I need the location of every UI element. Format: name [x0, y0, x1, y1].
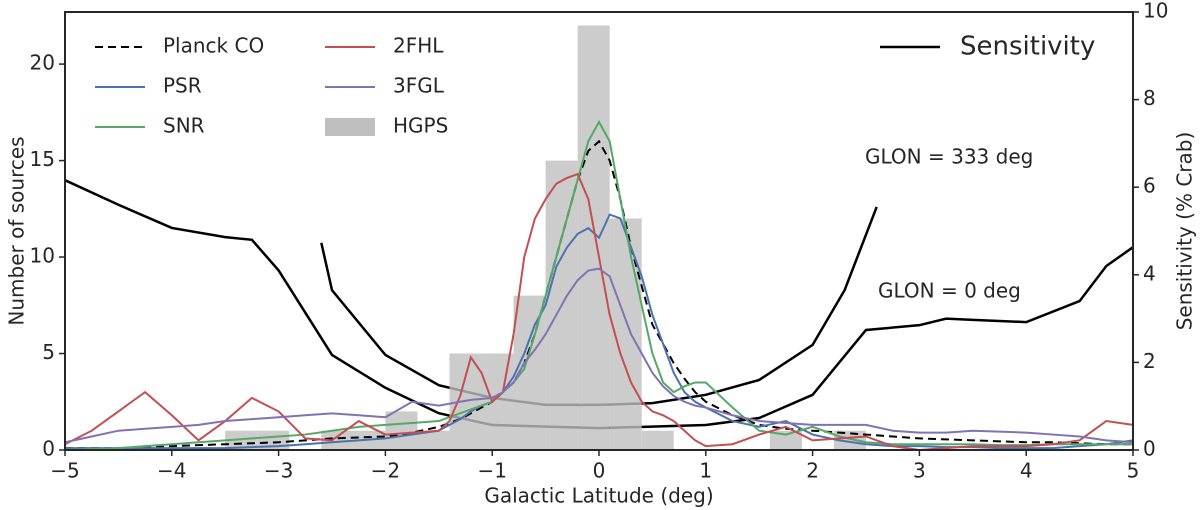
- y-tick-label: 5: [42, 340, 55, 364]
- x-tick-label: −3: [264, 459, 293, 483]
- x-tick-label: 2: [806, 459, 819, 483]
- legend-label: Planck CO: [163, 34, 264, 58]
- y2-tick-label: 4: [1143, 261, 1156, 285]
- legend-label: HGPS: [393, 114, 448, 138]
- legend-label: PSR: [163, 74, 202, 98]
- x-tick-label: −4: [157, 459, 186, 483]
- x-tick-label: −5: [50, 459, 79, 483]
- y-tick-label: 15: [30, 147, 55, 171]
- legend-label: 2FHL: [393, 34, 444, 58]
- y2-tick-label: 10: [1143, 0, 1168, 23]
- legend-swatch: [325, 118, 375, 136]
- x-tick-label: 1: [699, 459, 712, 483]
- histogram-bar: [769, 430, 802, 450]
- y2-tick-label: 8: [1143, 86, 1156, 110]
- y2-tick-label: 6: [1143, 174, 1156, 198]
- histogram-bar: [321, 430, 354, 450]
- series-line: [65, 213, 1133, 450]
- x-tick-label: 3: [913, 459, 926, 483]
- y-tick-label: 20: [30, 51, 55, 75]
- y2-axis-label: Sensitivity (% Crab): [1173, 132, 1197, 331]
- x-tick-label: 5: [1127, 459, 1140, 483]
- x-tick-label: 4: [1020, 459, 1033, 483]
- x-tick-label: 0: [593, 459, 606, 483]
- legend-label: Sensitivity: [960, 32, 1095, 62]
- legend-label: SNR: [163, 114, 205, 138]
- y-axis-label: Number of sources: [5, 136, 29, 325]
- histogram-bar: [481, 353, 514, 450]
- series-line: [65, 139, 1133, 450]
- y-tick-label: 0: [42, 437, 55, 461]
- histogram-bar: [833, 430, 866, 450]
- histogram-bar: [417, 430, 450, 450]
- y2-tick-label: 2: [1143, 349, 1156, 373]
- histogram-bar: [577, 25, 610, 450]
- histogram-bar: [225, 430, 258, 450]
- x-axis-label: Galactic Latitude (deg): [484, 484, 713, 508]
- histogram-bar: [641, 430, 674, 450]
- sensitivity-line: [65, 179, 1133, 430]
- y2-tick-label: 0: [1143, 437, 1156, 461]
- annotation: GLON = 0 deg: [878, 279, 1021, 303]
- y-tick-label: 10: [30, 244, 55, 268]
- x-tick-label: −2: [371, 459, 400, 483]
- series-line: [65, 172, 1133, 450]
- legend-label: 3FGL: [393, 74, 445, 98]
- series-line: [65, 267, 1133, 444]
- histogram-bar: [385, 411, 418, 450]
- x-tick-label: −1: [477, 459, 506, 483]
- annotation: GLON = 333 deg: [865, 145, 1033, 169]
- plot-frame: [64, 11, 1134, 451]
